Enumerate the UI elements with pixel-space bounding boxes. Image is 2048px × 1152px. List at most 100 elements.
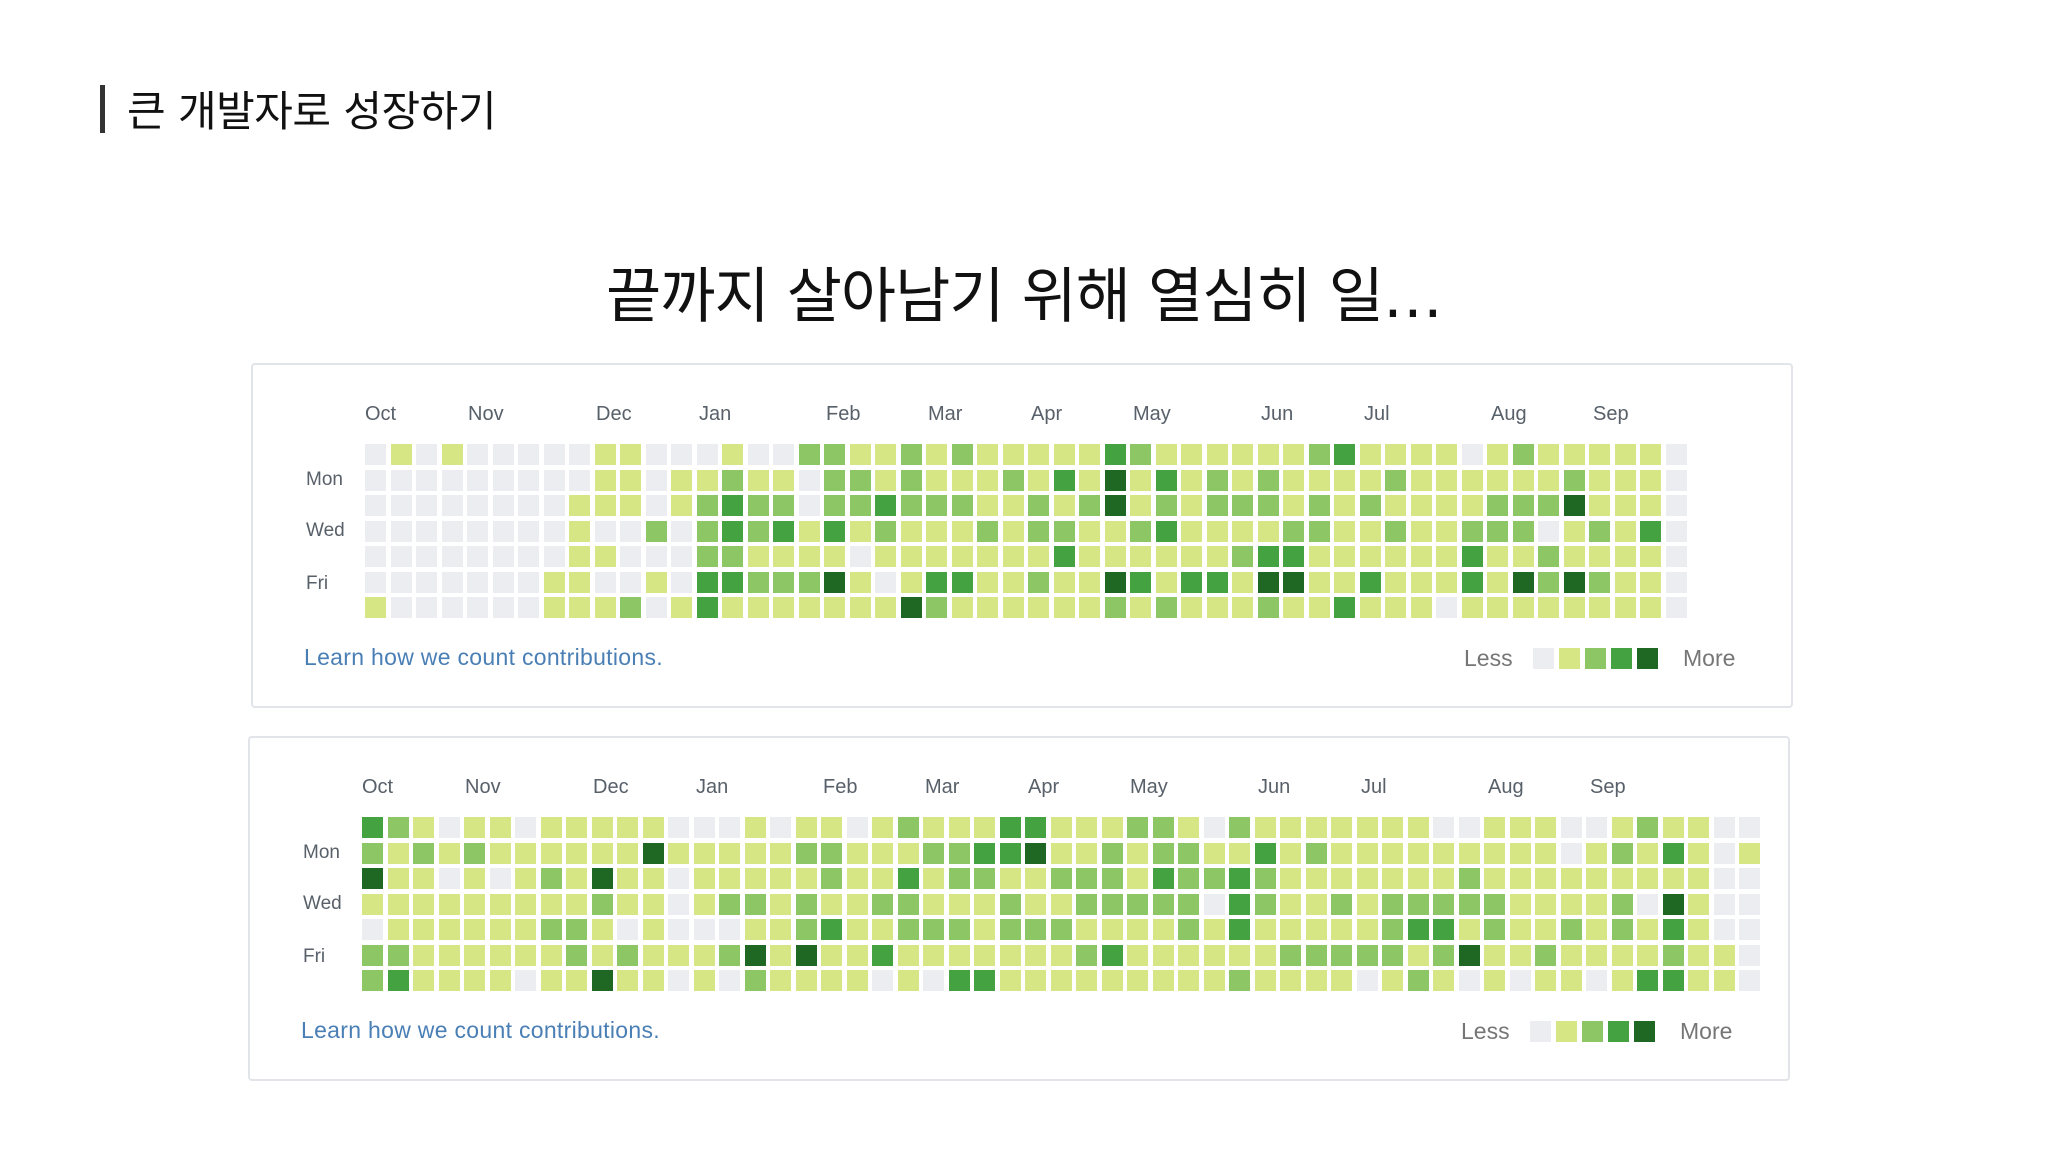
contribution-cell[interactable] [1458,842,1480,864]
contribution-cell[interactable] [1232,469,1253,491]
contribution-cell[interactable] [387,944,409,966]
contribution-cell[interactable] [1359,469,1381,491]
contribution-cell[interactable] [645,444,667,465]
contribution-cell[interactable] [747,571,769,593]
contribution-cell[interactable] [1076,842,1097,864]
contribution-cell[interactable] [923,944,944,966]
contribution-cell[interactable] [1614,469,1636,491]
contribution-cell[interactable] [1382,944,1403,966]
contribution-cell[interactable] [1461,495,1483,516]
contribution-cell[interactable] [566,893,587,915]
contribution-cell[interactable] [951,546,973,567]
contribution-cell[interactable] [948,817,970,838]
contribution-cell[interactable] [1614,597,1636,618]
contribution-cell[interactable] [1254,944,1276,966]
contribution-cell[interactable] [719,944,740,966]
contribution-cell[interactable] [1665,444,1687,465]
contribution-cell[interactable] [489,817,511,838]
contribution-cell[interactable] [1410,597,1432,618]
contribution-cell[interactable] [362,893,383,915]
contribution-cell[interactable] [1206,571,1228,593]
contribution-cell[interactable] [1178,842,1199,864]
contribution-cell[interactable] [1535,893,1556,915]
contribution-cell[interactable] [1181,444,1202,465]
contribution-cell[interactable] [1053,597,1075,618]
contribution-cell[interactable] [645,495,667,516]
contribution-cell[interactable] [668,817,689,838]
contribution-cell[interactable] [668,919,689,940]
contribution-cell[interactable] [540,842,562,864]
contribution-cell[interactable] [1152,817,1174,838]
contribution-cell[interactable] [875,469,896,491]
contribution-cell[interactable] [390,495,412,516]
contribution-cell[interactable] [1688,868,1709,889]
contribution-cell[interactable] [1050,919,1072,940]
contribution-cell[interactable] [591,893,613,915]
contribution-cell[interactable] [441,495,463,516]
contribution-cell[interactable] [1155,546,1177,567]
contribution-cell[interactable] [1535,970,1556,991]
contribution-cell[interactable] [515,970,536,991]
contribution-cell[interactable] [1076,944,1097,966]
contribution-cell[interactable] [1232,495,1253,516]
contribution-cell[interactable] [1254,893,1276,915]
contribution-cell[interactable] [1334,495,1355,516]
contribution-cell[interactable] [1407,970,1429,991]
contribution-cell[interactable] [1611,893,1633,915]
contribution-cell[interactable] [467,520,488,542]
contribution-cell[interactable] [1563,571,1585,593]
contribution-cell[interactable] [1152,893,1174,915]
contribution-cell[interactable] [849,495,871,516]
contribution-cell[interactable] [1232,597,1253,618]
contribution-cell[interactable] [1028,520,1049,542]
contribution-cell[interactable] [1359,597,1381,618]
contribution-cell[interactable] [1662,842,1684,864]
contribution-cell[interactable] [594,444,616,465]
contribution-cell[interactable] [387,842,409,864]
contribution-cell[interactable] [515,944,536,966]
contribution-cell[interactable] [1382,970,1403,991]
contribution-cell[interactable] [441,444,463,465]
contribution-cell[interactable] [1206,597,1228,618]
contribution-cell[interactable] [518,469,539,491]
contribution-cell[interactable] [696,571,718,593]
contribution-cell[interactable] [1385,469,1406,491]
contribution-cell[interactable] [540,817,562,838]
contribution-cell[interactable] [1461,597,1483,618]
contribution-cell[interactable] [591,842,613,864]
contribution-cell[interactable] [668,970,689,991]
contribution-cell[interactable] [1178,970,1199,991]
contribution-cell[interactable] [1433,868,1454,889]
contribution-cell[interactable] [1178,944,1199,966]
contribution-cell[interactable] [390,546,412,567]
contribution-cell[interactable] [1331,842,1352,864]
contribution-cell[interactable] [671,520,692,542]
contribution-cell[interactable] [1538,571,1559,593]
contribution-cell[interactable] [492,444,514,465]
contribution-cell[interactable] [1487,597,1508,618]
contribution-cell[interactable] [1509,944,1531,966]
contribution-cell[interactable] [1181,597,1202,618]
contribution-cell[interactable] [1152,944,1174,966]
contribution-cell[interactable] [1155,520,1177,542]
contribution-cell[interactable] [416,495,437,516]
contribution-cell[interactable] [1688,970,1709,991]
contribution-cell[interactable] [515,842,536,864]
contribution-cell[interactable] [1410,444,1432,465]
contribution-cell[interactable] [362,868,383,889]
contribution-cell[interactable] [441,546,463,567]
contribution-cell[interactable] [770,842,791,864]
contribution-cell[interactable] [849,520,871,542]
contribution-cell[interactable] [821,919,842,940]
contribution-cell[interactable] [872,893,893,915]
contribution-cell[interactable] [1611,970,1633,991]
contribution-cell[interactable] [1257,571,1279,593]
contribution-cell[interactable] [897,944,919,966]
contribution-cell[interactable] [591,944,613,966]
contribution-cell[interactable] [1152,970,1174,991]
contribution-cell[interactable] [1232,546,1253,567]
contribution-cell[interactable] [795,842,817,864]
contribution-cell[interactable] [744,842,766,864]
contribution-cell[interactable] [365,520,386,542]
contribution-cell[interactable] [1538,546,1559,567]
